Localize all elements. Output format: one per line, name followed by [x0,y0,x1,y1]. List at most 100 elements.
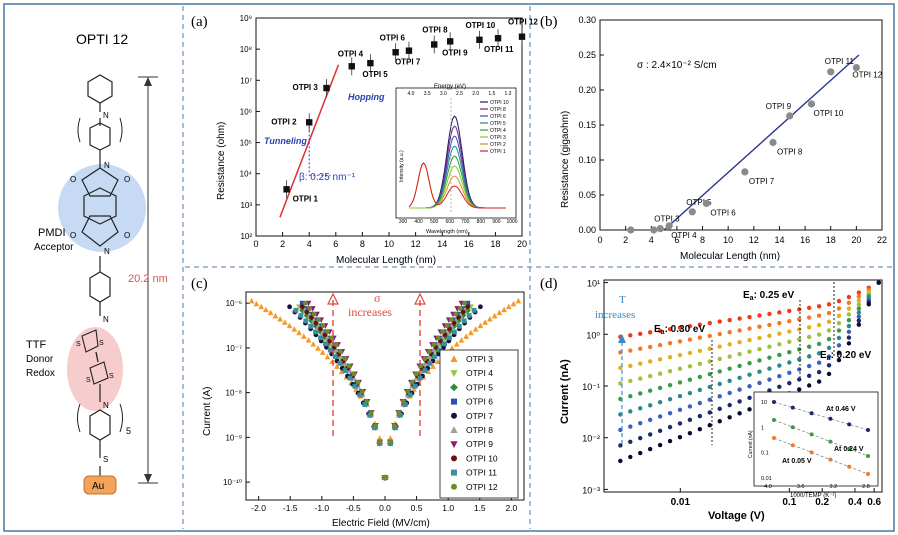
panel-c-point [383,475,389,481]
panel-d-point [727,390,732,396]
panel-b-xtick-label: 16 [800,235,810,245]
panel-c-ylabel: Current (A) [202,387,213,436]
panel-c-point [447,323,452,329]
panel-c-point [300,333,307,339]
panel-b: (b) 0.00 0.05 0.10 0.15 0.20 0.25 0.30 0 2 4 6 8 10… [540,14,887,262]
panel-c-point [430,363,436,369]
panel-a-xtick-label: 4 [307,239,312,249]
panel-a-xlabel: Molecular Length (nm) [336,255,436,266]
panel-d-point [757,369,762,374]
panel-d-point [856,302,862,307]
inset-a-xtick: 700 [461,219,470,225]
panel-d-point [797,317,802,322]
inset-d-point [828,416,833,421]
panel-c-point [466,313,472,318]
panel-d-point [707,333,712,339]
panel-d-point [747,360,752,366]
panel-c-legend-marker [451,469,457,476]
panel-c-point [451,320,457,326]
panel-d-ytick-label: 10⁻² [582,434,600,444]
inset-d-ylabel: Current (nA) [748,430,754,458]
panel-c-legend-marker [451,455,457,462]
panel-c-point [367,412,373,418]
panel-d-point [677,366,683,371]
panel-c-xtick-label: 0.0 [379,503,391,513]
panel-a-xtick-label: 16 [464,239,474,249]
panel-c-point [303,318,309,324]
panel-d-point [737,399,742,404]
panel-d-point [647,359,653,364]
panel-d-point [777,310,782,315]
panel-a-yticks: 10² 10³ 10⁴ 10⁵ 10⁶ 10⁷ 10⁸ 10⁹ [240,14,260,241]
panel-d-point [657,400,663,405]
panel-d-point [747,314,752,320]
imine-n-3: N [103,401,109,410]
panel-d-point [677,352,683,358]
panel-a-point [494,35,502,42]
panel-d-point [846,294,852,300]
panel-b-point [650,226,658,234]
panel-d-point [826,310,832,316]
ea-label-3: Ea: 0.20 eV [820,350,871,362]
panel-b-ytick-label: 0.20 [578,85,596,95]
panel-c-point [316,317,321,323]
t-annotation-2: increases [595,309,635,321]
panel-a-point [518,33,526,40]
panel-c-legend-marker [450,426,458,433]
panel-d-label: (d) [540,276,558,292]
panel-d-point [846,312,852,317]
panel-c-point [402,402,408,407]
panel-d-point [816,379,822,384]
panel-d-point [707,346,712,351]
panel-d-point [638,421,643,426]
panel-d-point [797,377,802,382]
panel-c-point [281,319,288,325]
panel-d-point [727,366,732,371]
panel-c-point [422,356,428,361]
panel-a-point-label: OTPI 6 [380,33,406,42]
panel-c-point [468,329,474,336]
inset-a-legend-label: OTPI 4 [490,128,506,134]
inset-a-xtick: 1000 [506,219,517,225]
phenyl-2 [89,122,111,151]
panel-d-point [647,417,653,423]
panel-d-point [628,454,633,460]
panel-d-point [787,308,792,314]
panel-d-point [657,342,663,348]
panel-d-point [647,344,653,350]
panel-d-point [638,391,643,396]
panel-c-legend-label: OTPI 3 [466,354,493,364]
panel-d-point [816,332,822,337]
panel-a-xtick-label: 14 [437,239,447,249]
inset-a-top-ticks: 4.0 3.5 3.0 2.5 2.0 1.5 1.3 [408,91,512,97]
panel-c-point [407,392,413,398]
panel-d-point [707,371,712,377]
panel-c-xtick-label: -2.0 [251,503,266,513]
panel-d-point [767,355,772,360]
panel-c-point [342,368,348,373]
panel-c-point [482,319,489,325]
panel-c-point [377,439,383,445]
panel-c-point [341,360,348,366]
panel-d-point [677,325,683,330]
panel-d-point [727,415,732,420]
panel-c-point [337,360,343,366]
panel-d-ytick-label: 10⁻¹ [582,382,600,392]
inset-d-ytick: 0.1 [761,451,769,457]
panel-d-point [747,326,752,331]
inset-a-xtick: 400 [414,219,423,225]
panel-c-point [435,335,441,341]
oxygen-3: O [124,231,130,240]
panel-c-point [258,303,265,310]
panel-c-point [449,317,454,323]
panel-d-point [727,342,732,347]
panel-c-point [397,412,403,418]
panel-d-point [846,318,852,323]
panel-c-point [313,317,319,323]
sigma-arrowhead-left [327,292,339,305]
panel-c-point [376,435,383,441]
panel-a-point [405,47,413,54]
panel-d-point [757,380,762,386]
panel-d-point [826,371,832,377]
